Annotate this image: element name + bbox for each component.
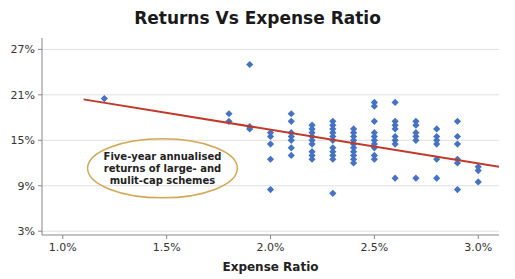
scatter-series <box>101 61 482 197</box>
point <box>433 125 440 132</box>
grid-line <box>42 94 499 95</box>
y-axis: 3% 9% 15% 21% 27% <box>11 43 42 238</box>
y-tick <box>38 49 42 50</box>
y-tick-label: 15% <box>11 134 35 147</box>
y-tick <box>38 94 42 95</box>
x-tick-label: 2.0% <box>257 241 285 254</box>
x-tick-label: 1.0% <box>49 241 77 254</box>
point <box>454 133 461 140</box>
x-tick <box>270 235 271 239</box>
point <box>246 61 253 68</box>
x-axis: 1.0% 1.5% 2.0% 2.5% 3.0% <box>49 235 492 254</box>
point <box>392 175 399 182</box>
point <box>329 190 336 197</box>
point <box>267 186 274 193</box>
x-tick <box>478 235 479 239</box>
point <box>454 186 461 193</box>
y-tick <box>38 231 42 232</box>
point <box>288 118 295 125</box>
point <box>288 110 295 117</box>
point <box>433 140 440 147</box>
point <box>267 156 274 163</box>
point <box>412 137 419 144</box>
x-tick-label: 1.5% <box>153 241 181 254</box>
point <box>371 156 378 163</box>
y-tick-label: 27% <box>11 43 35 56</box>
point <box>475 178 482 185</box>
point <box>392 140 399 147</box>
annotations <box>88 139 238 198</box>
y-tick-label: 9% <box>18 180 35 193</box>
grid-line <box>42 231 499 232</box>
y-tick-label: 3% <box>18 225 35 238</box>
point <box>412 122 419 129</box>
point <box>371 103 378 110</box>
annotation-ellipse <box>88 139 238 198</box>
point <box>433 175 440 182</box>
annotation-text: Five-year annualisedreturns of large- an… <box>104 151 222 186</box>
grid-line <box>42 49 499 50</box>
point <box>329 156 336 163</box>
y-tick <box>38 140 42 141</box>
point <box>225 110 232 117</box>
x-tick-label: 3.0% <box>464 241 492 254</box>
y-axis-line <box>42 38 43 235</box>
point <box>392 99 399 106</box>
x-tick-label: 2.5% <box>360 241 388 254</box>
point <box>288 137 295 144</box>
point <box>308 140 315 147</box>
point <box>101 95 108 102</box>
point <box>350 159 357 166</box>
point <box>454 140 461 147</box>
point <box>288 152 295 159</box>
point <box>267 133 274 140</box>
point <box>288 144 295 151</box>
point <box>371 118 378 125</box>
point <box>412 175 419 182</box>
x-tick <box>62 235 63 239</box>
y-tick <box>38 185 42 186</box>
point <box>267 140 274 147</box>
point <box>308 156 315 163</box>
x-tick <box>374 235 375 239</box>
point <box>392 125 399 132</box>
chart: 1.0% 1.5% 2.0% 2.5% 3.0% 3% 9% 15% 21% 27% Expense… <box>0 0 515 279</box>
y-tick-label: 21% <box>11 89 35 102</box>
x-tick <box>166 235 167 239</box>
point <box>454 118 461 125</box>
x-axis-label: Expense Ratio <box>222 260 318 274</box>
point <box>475 167 482 174</box>
grid <box>42 49 499 231</box>
title: Returns Vs Expense Ratio <box>134 8 381 28</box>
trend-line <box>84 99 499 166</box>
plot-area <box>84 61 499 197</box>
